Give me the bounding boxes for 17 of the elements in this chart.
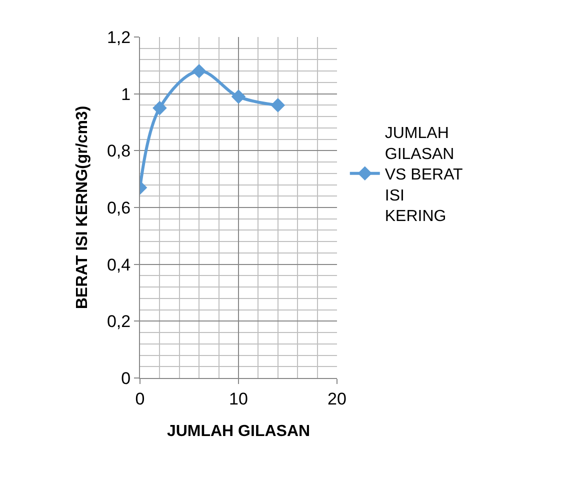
point: [152, 100, 167, 116]
x-tick-label: 20: [328, 389, 346, 408]
legend-label: JUMLAH GILASAN VS BERAT ISI KERING: [384, 125, 464, 226]
point: [192, 64, 206, 78]
y-tick-label: 1,2: [106, 28, 131, 47]
x-axis-title: JUMLAH GILASAN: [166, 423, 310, 440]
point: [231, 90, 246, 104]
x-tick-label: 10: [229, 389, 248, 408]
y-tick-label: 0,4: [106, 255, 131, 274]
y-tick-label: 1: [121, 84, 131, 104]
y-tick-label: 0,2: [106, 312, 131, 332]
x-tick-label: 0: [135, 389, 145, 408]
y-axis-title: BERAT ISI KERNG(gr/cm3): [74, 106, 91, 310]
y-tick-label: 0,8: [106, 142, 131, 161]
y-tick-label: 0: [121, 368, 131, 388]
y-tick-label: 0,6: [106, 198, 131, 218]
point: [270, 98, 286, 112]
